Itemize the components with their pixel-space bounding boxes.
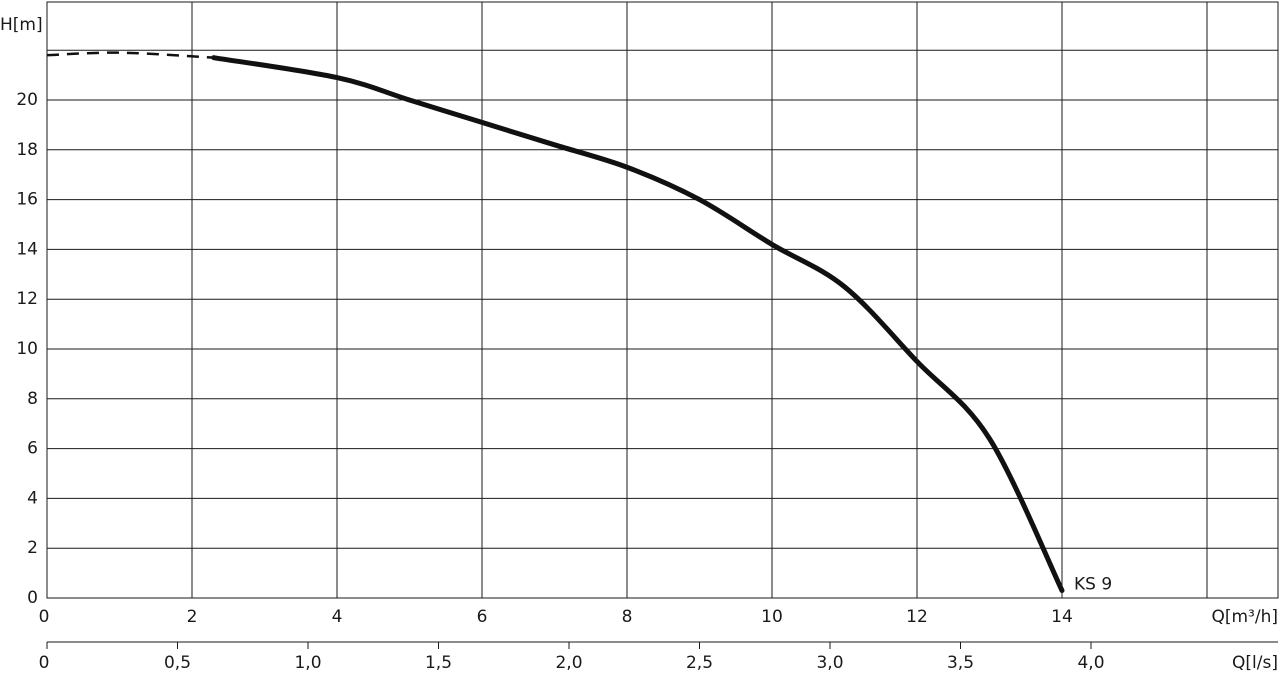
x-tick-label: 2 bbox=[187, 607, 198, 627]
x-tick-label: 8 bbox=[622, 607, 633, 627]
x2-tick-label: 0 bbox=[39, 653, 50, 673]
y-tick-label: 12 bbox=[16, 289, 38, 309]
x-axis-secondary-label: Q[l/s] bbox=[1232, 653, 1278, 673]
x-tick-label: 12 bbox=[906, 607, 928, 627]
series-label: KS 9 bbox=[1074, 575, 1112, 595]
x2-tick-label: 2,5 bbox=[686, 653, 713, 673]
y-tick-label: 16 bbox=[16, 190, 38, 210]
x-tick-label: 14 bbox=[1051, 607, 1073, 627]
y-tick-label: 0 bbox=[27, 588, 38, 608]
y-tick-label: 10 bbox=[16, 339, 38, 359]
x2-tick-label: 3,0 bbox=[816, 653, 843, 673]
x2-tick-label: 1,0 bbox=[294, 653, 321, 673]
y-tick-label: 4 bbox=[27, 488, 38, 508]
x2-tick-label: 0,5 bbox=[164, 653, 191, 673]
x-tick-label: 4 bbox=[332, 607, 343, 627]
x-axis-label: Q[m³/h] bbox=[1211, 607, 1278, 627]
curve-dashed-segment bbox=[46, 51, 214, 59]
curve-line bbox=[211, 55, 1065, 594]
x-tick-label: 6 bbox=[477, 607, 488, 627]
y-axis-label: H[m] bbox=[0, 15, 43, 35]
x2-tick-label: 2,0 bbox=[555, 653, 582, 673]
plot-frame bbox=[46, 1, 1279, 599]
x-tick-label: 0 bbox=[39, 607, 50, 627]
y-tick-label: 14 bbox=[16, 239, 38, 259]
y-tick-label: 18 bbox=[16, 140, 38, 160]
y-tick-label: 20 bbox=[16, 90, 38, 110]
y-tick-label: 2 bbox=[27, 538, 38, 558]
x2-tick-label: 3,5 bbox=[947, 653, 974, 673]
y-tick-label: 6 bbox=[27, 439, 38, 459]
y-tick-label: 8 bbox=[27, 389, 38, 409]
x-tick-label: 10 bbox=[761, 607, 783, 627]
x2-tick-label: 4,0 bbox=[1077, 653, 1104, 673]
x2-tick-label: 1,5 bbox=[425, 653, 452, 673]
